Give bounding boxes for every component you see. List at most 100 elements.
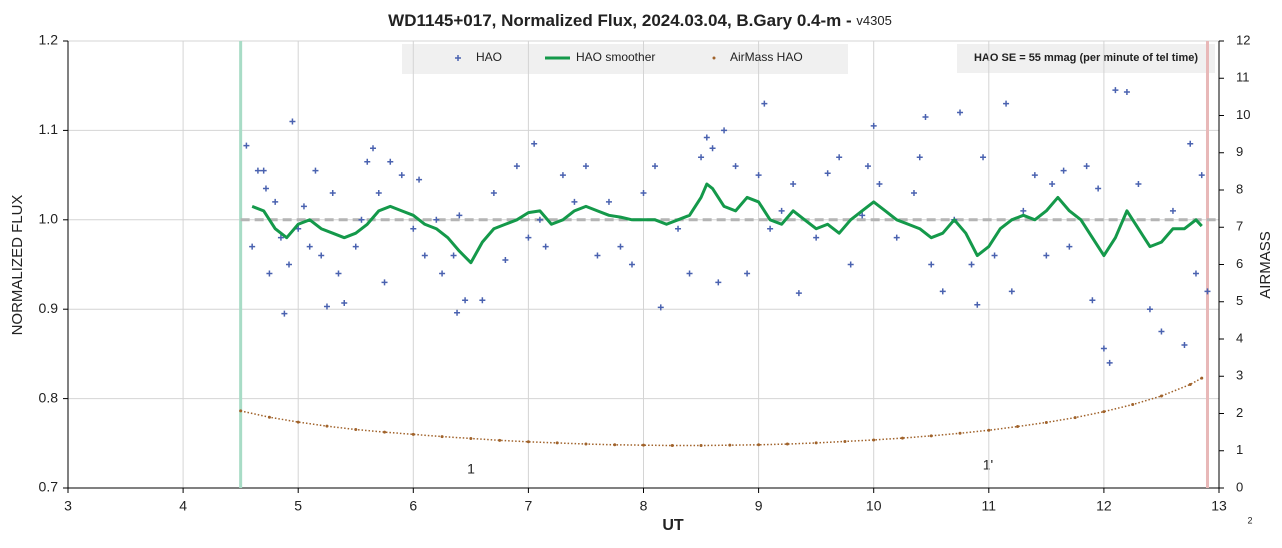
data-point [1066, 243, 1073, 250]
data-point [824, 170, 831, 177]
data-point [329, 189, 336, 196]
data-point [536, 216, 543, 223]
data-point [323, 303, 330, 310]
annotation: 1' [983, 457, 993, 473]
data-point [439, 270, 446, 277]
x-tick-label: 9 [755, 498, 763, 514]
airmass-point [526, 440, 530, 444]
airmass-point [958, 431, 962, 435]
airmass-point [555, 441, 559, 445]
y-tick-label: 0.9 [39, 300, 59, 316]
legend-marker [455, 55, 461, 61]
data-point [352, 243, 359, 250]
data-point [582, 163, 589, 170]
data-point [387, 158, 394, 165]
airmass-point [354, 428, 358, 432]
y2-axis-title: AIRMASS [1257, 231, 1274, 299]
airmass-point [757, 443, 761, 447]
data-point [847, 261, 854, 268]
y-tick-label: 1.2 [39, 32, 59, 48]
x-tick-label: 11 [982, 498, 997, 514]
y2-tick-label: 4 [1236, 330, 1243, 345]
airmass-point [383, 430, 387, 434]
y-tick-label: 1.0 [39, 211, 59, 227]
y2-tick-label: 6 [1236, 256, 1243, 271]
data-point [254, 167, 261, 174]
data-point [1146, 306, 1153, 313]
data-point [980, 154, 987, 161]
data-point [289, 118, 296, 125]
data-point [657, 304, 664, 311]
legend-label: HAO smoother [576, 50, 655, 64]
y2-tick-label: 12 [1236, 32, 1250, 47]
airmass-point [843, 439, 847, 443]
data-point [1198, 172, 1205, 179]
airmass-point [1073, 416, 1077, 420]
title-main: WD1145+017, Normalized Flux, 2024.03.04,… [388, 11, 851, 30]
data-point [513, 163, 520, 170]
x-tick-label: 5 [294, 498, 302, 514]
airmass-point [296, 420, 300, 424]
data-point [370, 145, 377, 152]
airmass-point [814, 441, 818, 445]
y2-tick-label: 11 [1236, 70, 1250, 85]
y2-tick-label: 0 [1236, 479, 1243, 494]
airmass-point [613, 443, 617, 447]
data-point [421, 252, 428, 259]
data-point [675, 225, 682, 232]
airmass-point [411, 432, 415, 436]
y2-tick-label: 3 [1236, 368, 1243, 383]
airmass-point [584, 442, 588, 446]
data-point [416, 176, 423, 183]
legend-box [402, 44, 848, 74]
data-point [795, 290, 802, 297]
data-point [531, 140, 538, 147]
data-point [381, 279, 388, 286]
airmass-point [785, 442, 789, 446]
airmass-point [325, 424, 329, 428]
data-point [398, 172, 405, 179]
data-point [790, 181, 797, 188]
data-point [335, 270, 342, 277]
data-point [1083, 163, 1090, 170]
x-tick-label: 4 [179, 498, 187, 514]
airmass-point [1044, 420, 1048, 424]
data-point [761, 100, 768, 107]
data-point [462, 297, 469, 304]
airmass-point [728, 443, 732, 447]
data-point [375, 189, 382, 196]
airmass-point [872, 438, 876, 442]
airmass-point [642, 443, 645, 447]
data-point [306, 243, 313, 250]
data-point [974, 301, 981, 308]
data-point [1031, 172, 1038, 179]
y2-tick-label: 1 [1236, 442, 1243, 457]
legend-marker [712, 56, 716, 60]
data-point [262, 185, 269, 192]
data-point [454, 309, 461, 316]
x-tick-label: 7 [525, 498, 533, 514]
data-point [1008, 288, 1015, 295]
airmass-point [469, 436, 473, 440]
airmass-point [1188, 382, 1192, 386]
data-point [755, 172, 762, 179]
data-point [1181, 341, 1188, 348]
title-version: v4305 [856, 13, 891, 28]
data-point [709, 145, 716, 152]
data-point [859, 212, 866, 219]
y2-tick-label: 5 [1236, 293, 1243, 308]
se-box [957, 44, 1215, 73]
data-point [939, 288, 946, 295]
data-point [1003, 100, 1010, 107]
data-point [1089, 297, 1096, 304]
data-point [410, 225, 417, 232]
annotation: 2 [1247, 515, 1252, 525]
data-point [1158, 328, 1165, 335]
y2-tick-label: 9 [1236, 144, 1243, 159]
y-tick-label: 0.7 [39, 479, 59, 495]
data-point [1112, 87, 1119, 94]
data-point [571, 198, 578, 205]
airmass-point [1016, 425, 1020, 429]
airmass-point [440, 435, 444, 439]
